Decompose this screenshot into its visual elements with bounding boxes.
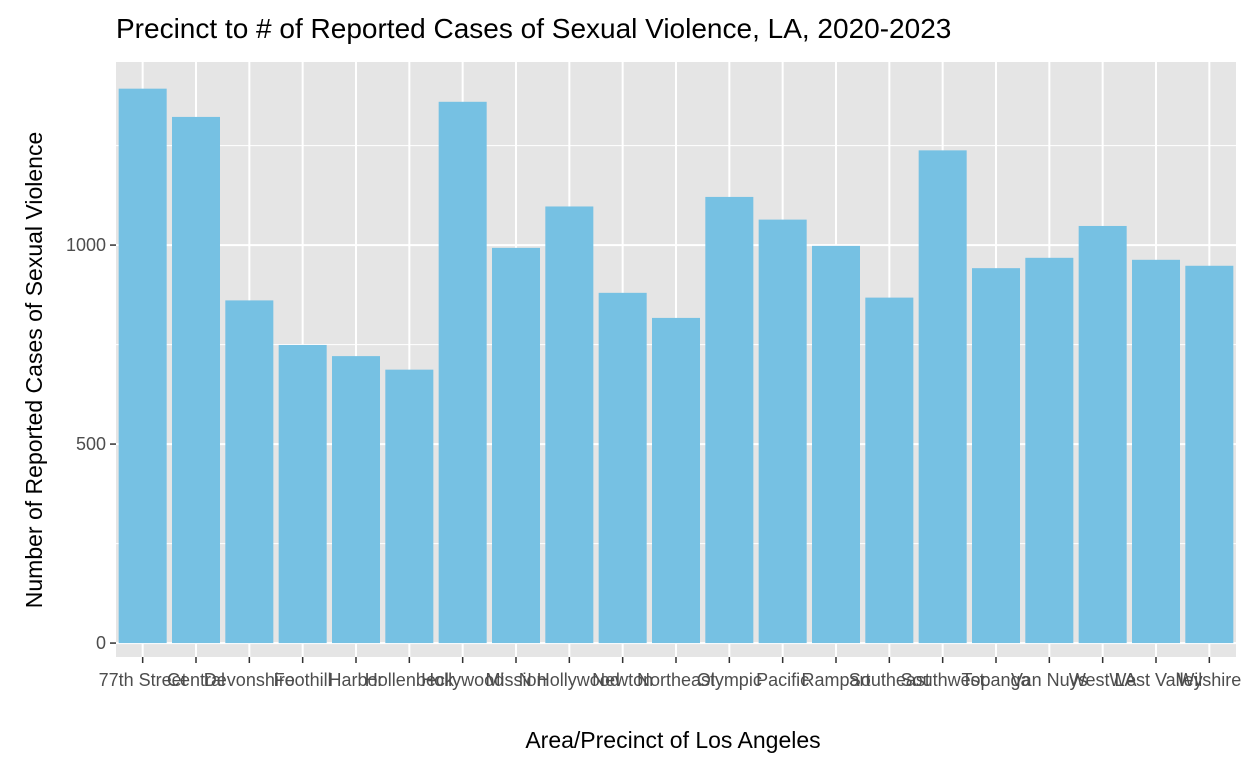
x-tick-label: Devonshire xyxy=(204,670,295,690)
bar-olympic xyxy=(705,196,754,644)
x-tick-label: Mission xyxy=(485,670,546,690)
x-tick-label: West Valley xyxy=(1109,670,1202,690)
bar-southwest xyxy=(918,150,967,644)
bars xyxy=(118,88,1234,644)
x-tick-label: West LA xyxy=(1069,670,1137,690)
bar-wilshire xyxy=(1185,265,1234,644)
bar-n-hollywood xyxy=(545,206,594,644)
bar-rampart xyxy=(812,245,860,644)
bar-77th-street xyxy=(118,88,167,644)
bar-west-valley xyxy=(1132,259,1180,644)
chart-title: Precinct to # of Reported Cases of Sexua… xyxy=(116,13,951,44)
bar-mission xyxy=(492,247,540,644)
x-tick-label: Southeast xyxy=(849,670,930,690)
y-tick-label: 500 xyxy=(76,434,106,454)
x-tick-label: Van Nuys xyxy=(1011,670,1088,690)
x-tick-label: Central xyxy=(167,670,225,690)
bar-van-nuys xyxy=(1025,257,1074,644)
x-axis-title: Area/Precinct of Los Angeles xyxy=(525,727,820,753)
y-tick-label: 0 xyxy=(96,633,106,653)
x-tick-label: Hollenbeck xyxy=(365,670,455,690)
x-tick-label: Harbor xyxy=(328,670,383,690)
x-tick-label: Hollywood xyxy=(421,670,504,690)
x-tick-label: Southwest xyxy=(901,670,985,690)
bar-foothill xyxy=(278,344,327,644)
bar-southeast xyxy=(865,297,914,644)
y-axis: 0 500 1000 xyxy=(66,235,116,653)
bar-northeast xyxy=(652,317,700,644)
x-tick-label: Newton xyxy=(592,670,653,690)
bar-devonshire xyxy=(225,300,274,644)
bar-hollenbeck xyxy=(385,369,434,644)
x-tick-label: Topanga xyxy=(961,670,1031,690)
bar-topanga xyxy=(972,268,1020,644)
x-axis: 77th StreetCentralDevonshireFoothillHarb… xyxy=(99,657,1241,690)
bar-west-la xyxy=(1078,225,1127,644)
y-tick-label: 1000 xyxy=(66,235,106,255)
x-tick-label: Northeast xyxy=(637,670,715,690)
bar-central xyxy=(172,116,220,644)
x-tick-label: Wilshire xyxy=(1177,670,1241,690)
bar-pacific xyxy=(758,219,807,644)
x-tick-label: Olympic xyxy=(697,670,762,690)
x-tick-label: N Hollywood xyxy=(519,670,620,690)
x-tick-label: Rampart xyxy=(801,670,870,690)
x-tick-label: Foothill xyxy=(274,670,332,690)
x-tick-label: Pacific xyxy=(756,670,809,690)
bar-newton xyxy=(598,292,647,644)
bar-harbor xyxy=(332,356,380,644)
bar-hollywood xyxy=(438,101,487,644)
y-axis-title: Number of Reported Cases of Sexual Viole… xyxy=(21,132,47,608)
x-tick-label: 77th Street xyxy=(99,670,187,690)
